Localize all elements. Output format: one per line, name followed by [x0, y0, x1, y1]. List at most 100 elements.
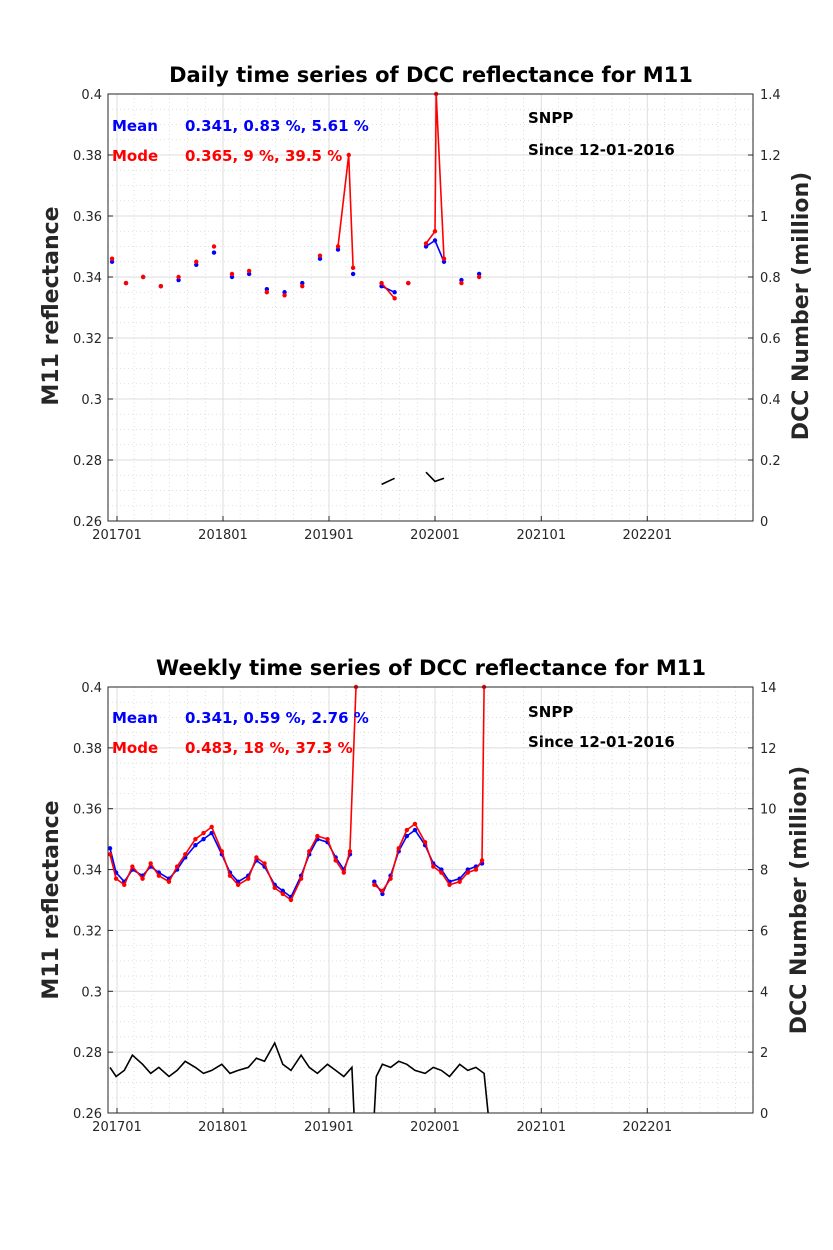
y-tick-label: 0.32 — [73, 924, 102, 939]
data-point-mean — [392, 290, 397, 295]
daily-y-axis-label: M11 reflectance — [39, 206, 64, 405]
y2-tick-label: 0 — [760, 515, 768, 530]
weekly-grid — [108, 686, 753, 1114]
data-point-mean — [372, 879, 377, 884]
daily-since-label: Since 12-01-2016 — [528, 141, 675, 159]
data-point-mode — [346, 152, 351, 158]
data-point-mean — [350, 271, 356, 277]
data-point-mode — [166, 879, 172, 884]
data-point-mode — [298, 876, 304, 881]
data-point-mean — [246, 271, 252, 277]
data-point-mode — [209, 824, 214, 830]
data-point-mean — [201, 836, 206, 842]
daily-mode-stats: 0.365, 9 %, 39.5 % — [185, 147, 342, 165]
x-tick-label: 201901 — [304, 1120, 354, 1135]
data-point-mode — [174, 864, 180, 869]
data-point-mode — [396, 846, 401, 851]
data-point-mode — [122, 882, 127, 887]
weekly-since-label: Since 12-01-2016 — [528, 733, 675, 751]
weekly-satellite-label: SNPP — [528, 703, 573, 721]
data-point-mean — [209, 830, 214, 836]
data-point-mode — [140, 876, 145, 881]
data-point-mode — [130, 864, 135, 869]
data-point-mode — [201, 830, 206, 836]
data-point-mode — [156, 873, 162, 878]
data-point-mode — [158, 283, 164, 289]
data-point-mode — [113, 876, 119, 881]
daily-mean-stats: 0.341, 0.83 %, 5.61 % — [185, 117, 369, 135]
daily-chart-panel: Daily time series of DCC reflectance for… — [39, 63, 814, 543]
y-tick-label: 0.3 — [81, 393, 102, 408]
data-point-mean — [109, 259, 115, 264]
data-point-mode — [272, 885, 277, 891]
data-point-mode — [194, 259, 199, 264]
data-point-mode — [109, 256, 115, 261]
y-tick-label: 0.36 — [73, 210, 102, 225]
data-point-mean — [300, 280, 305, 286]
y-tick-label: 0.34 — [73, 271, 102, 286]
y-tick-label: 0.28 — [73, 454, 102, 469]
y2-tick-label: 1 — [760, 210, 768, 225]
y-tick-label: 0.26 — [73, 1107, 102, 1122]
data-point-mode — [447, 882, 452, 887]
weekly-left-axis: 0.26 0.28 0.3 0.32 0.34 0.36 0.38 0.4 — [73, 681, 113, 1122]
data-point-mode — [473, 867, 479, 872]
data-point-mode — [219, 849, 225, 854]
data-point-mode — [140, 274, 146, 280]
y-tick-label: 0.28 — [73, 1046, 102, 1061]
y-tick-label: 0.4 — [81, 681, 102, 696]
weekly-mode-label: Mode — [112, 739, 158, 757]
weekly-chart-title: Weekly time series of DCC reflectance fo… — [156, 656, 706, 680]
data-point-mode — [350, 265, 356, 271]
data-point-mean — [317, 256, 323, 261]
data-point-mode — [246, 876, 251, 881]
daily-left-axis: 0.26 0.28 0.3 0.32 0.34 0.36 0.38 0.4 — [73, 88, 113, 530]
data-point-mode — [123, 280, 129, 286]
daily-chart-title: Daily time series of DCC reflectance for… — [169, 63, 693, 87]
daily-satellite-label: SNPP — [528, 109, 573, 127]
data-point-mode — [432, 229, 438, 234]
data-point-mean — [193, 843, 198, 848]
daily-x-axis: 201701 201801 201901 202001 202101 202201 — [92, 516, 672, 543]
y-tick-label: 0.4 — [81, 88, 102, 103]
y2-tick-label: 1.2 — [760, 149, 781, 164]
data-point-mean — [412, 827, 418, 833]
data-point-mode — [300, 283, 305, 289]
x-tick-label: 202001 — [410, 528, 460, 543]
daily-series-group — [109, 92, 481, 485]
data-point-mean — [107, 846, 113, 851]
x-tick-label: 201701 — [92, 1120, 142, 1135]
weekly-mean-stats: 0.341, 0.59 %, 2.76 % — [185, 709, 369, 727]
data-point-mean — [335, 247, 341, 252]
weekly-chart-panel: Weekly time series of DCC reflectance fo… — [39, 656, 812, 1135]
data-point-mode — [254, 855, 259, 860]
x-tick-label: 202101 — [516, 528, 566, 543]
weekly-x-axis: 201701 201801 201901 202001 202101 202201 — [92, 1108, 672, 1135]
y2-tick-label: 14 — [760, 681, 777, 696]
data-point-mean — [194, 262, 199, 267]
data-point-mean — [380, 891, 385, 897]
data-point-mode — [459, 280, 464, 286]
y2-tick-label: 0.2 — [760, 454, 781, 469]
data-point-mode — [457, 879, 462, 884]
data-point-mode — [229, 271, 235, 277]
y-tick-label: 0.38 — [73, 149, 102, 164]
data-point-mode — [423, 241, 429, 246]
data-point-mode — [412, 821, 418, 827]
data-point-mode — [227, 873, 233, 878]
y-tick-label: 0.38 — [73, 742, 102, 757]
daily-mean-label: Mean — [112, 117, 158, 135]
data-point-mode — [193, 836, 198, 842]
data-point-mode — [479, 858, 485, 863]
x-tick-label: 201801 — [198, 1120, 248, 1135]
y-tick-label: 0.34 — [73, 864, 102, 879]
data-point-mode — [341, 870, 347, 875]
data-point-mode — [465, 870, 471, 875]
data-point-mode — [246, 268, 252, 274]
y2-tick-label: 0.6 — [760, 332, 781, 347]
weekly-mode-stats: 0.483, 18 %, 37.3 % — [185, 739, 353, 757]
data-point-mode — [315, 833, 320, 839]
data-point-mode — [264, 290, 270, 295]
y-tick-label: 0.3 — [81, 985, 102, 1000]
daily-y2-axis-label: DCC Number (million) — [789, 172, 814, 440]
